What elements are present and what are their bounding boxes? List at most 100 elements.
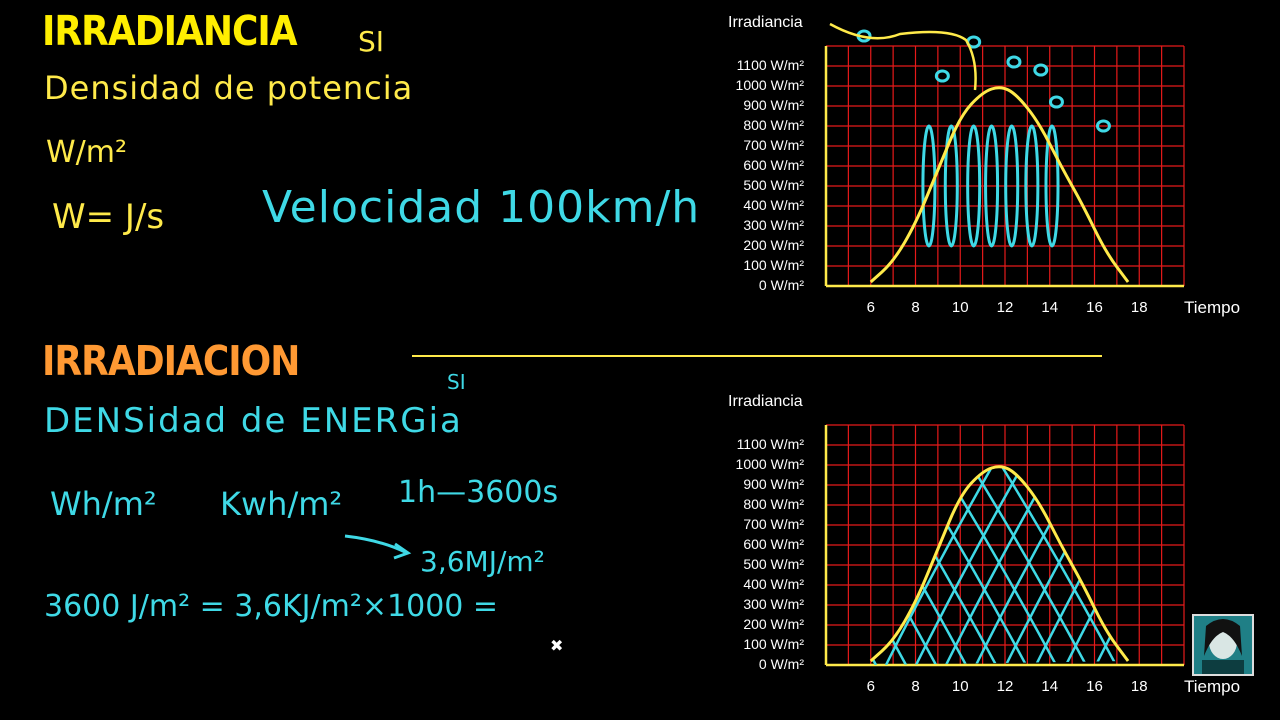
section-divider (412, 355, 1102, 357)
hatch-stroke (466, 425, 596, 665)
y-tick-label: 600 W/m² (743, 536, 804, 552)
chart1-ylabel: Irradiancia (728, 14, 803, 31)
x-tick-label: 14 (1041, 678, 1059, 695)
hatch-stroke (884, 466, 1028, 665)
hatch-stroke (406, 425, 536, 665)
hatch-stroke (556, 425, 696, 665)
y-tick-label: 1100 W/m² (736, 57, 804, 73)
irradiancia-heading: IRRADIANCIA (42, 8, 298, 56)
hatch-stroke (286, 425, 416, 665)
hatch-stroke (496, 425, 626, 665)
y-tick-label: 300 W/m² (743, 217, 804, 233)
hatch-stroke (914, 466, 1048, 665)
series-line (869, 465, 1130, 663)
hatch-stroke (914, 466, 1058, 665)
hatch-stroke (526, 425, 666, 665)
hatch-stroke (436, 425, 576, 665)
cursor-icon: ✖ (550, 636, 564, 655)
y-tick-label: 400 W/m² (743, 576, 804, 592)
hatch-stroke (870, 466, 938, 665)
si-note-top: SI (358, 25, 385, 58)
cyan-dot-stroke (1095, 119, 1111, 133)
x-tick-label: 16 (1086, 299, 1103, 316)
hatch-stroke (286, 425, 426, 665)
hatch-stroke (436, 425, 566, 665)
hatch-stroke (1276, 425, 1280, 665)
hatch-stroke (1276, 425, 1280, 665)
y-tick-label: 900 W/m² (743, 476, 804, 492)
cyan-loop-stroke (1044, 124, 1060, 248)
hatch-stroke (376, 425, 516, 665)
unit-wh-m2: Wh/m² (50, 485, 157, 523)
cyan-dot-stroke (1006, 55, 1022, 69)
cyan-dot-stroke (934, 69, 950, 83)
y-tick-label: 0 W/m² (758, 277, 804, 293)
x-tick-label: 14 (1041, 299, 1059, 316)
cyan-loop-stroke (943, 124, 959, 248)
hatch-stroke (466, 425, 606, 665)
cyan-loop-stroke (921, 124, 937, 248)
y-tick-label: 500 W/m² (743, 556, 804, 572)
x-tick-label: 12 (996, 299, 1014, 316)
x-tick-label: 10 (951, 299, 969, 316)
unit-kwh-m2: Kwh/m² (220, 485, 343, 523)
presenter-avatar (1192, 614, 1254, 676)
y-tick-label: 700 W/m² (743, 137, 804, 153)
x-tick-label: 6 (866, 678, 875, 695)
x-tick-label: 6 (866, 299, 875, 316)
hatch-stroke (526, 425, 656, 665)
si-note-bottom: SI (447, 370, 466, 394)
y-tick-label: 300 W/m² (743, 596, 804, 612)
hour-equivalence: 1h—3600s (398, 475, 559, 510)
x-tick-label: 18 (1130, 678, 1148, 695)
y-tick-label: 200 W/m² (743, 237, 804, 253)
hatch-stroke (346, 425, 486, 665)
y-tick-label: 700 W/m² (743, 516, 804, 532)
hatch-stroke (346, 425, 476, 665)
y-tick-label: 400 W/m² (743, 197, 804, 213)
joule-conversion: 3600 J/m² = 3,6KJ/m²×1000 = (44, 589, 499, 624)
chart2-xlabel: Tiempo (1184, 677, 1241, 696)
x-tick-label: 8 (911, 299, 920, 316)
y-tick-label: 600 W/m² (743, 157, 804, 173)
velocity-note: Velocidad 100km/h (262, 182, 701, 233)
irradiancia-definition: Densidad de potencia (44, 69, 414, 107)
label-scribble (829, 22, 977, 91)
y-tick-label: 1100 W/m² (736, 436, 804, 452)
irradiacion-definition: DENSidad de ENERGia (44, 401, 463, 441)
hatch-stroke (496, 425, 636, 665)
y-tick-label: 1000 W/m² (735, 77, 804, 93)
hatch-stroke (316, 425, 456, 665)
irradiacion-heading: IRRADIACION (42, 338, 300, 386)
hatch-stroke (316, 425, 446, 665)
cyan-loop-stroke (1024, 124, 1040, 248)
arrow-result: 3,6MJ/m² (420, 545, 545, 578)
x-tick-label: 18 (1130, 299, 1148, 316)
cyan-dot-stroke (1048, 95, 1064, 109)
hatch-stroke (974, 466, 1108, 665)
x-tick-label: 16 (1086, 678, 1103, 695)
y-tick-label: 800 W/m² (743, 496, 804, 512)
x-tick-label: 10 (951, 678, 969, 695)
hatch-stroke (586, 425, 716, 665)
hatch-stroke (1064, 466, 1129, 665)
y-tick-label: 0 W/m² (758, 656, 804, 672)
y-tick-label: 1000 W/m² (735, 456, 804, 472)
y-tick-label: 900 W/m² (743, 97, 804, 113)
cyan-loop-stroke (1004, 124, 1020, 248)
hatch-stroke (256, 425, 386, 665)
y-tick-label: 100 W/m² (743, 636, 804, 652)
hatch-stroke (406, 425, 546, 665)
x-tick-label: 8 (911, 678, 920, 695)
watt-definition: W= J/s (52, 197, 165, 237)
cyan-loop-stroke (966, 124, 982, 248)
hatch-stroke (256, 425, 396, 665)
irradiancia-unit: W/m² (46, 135, 128, 170)
x-tick-label: 12 (996, 678, 1014, 695)
hatch-stroke (226, 425, 366, 665)
y-tick-label: 800 W/m² (743, 117, 804, 133)
chart1-xlabel: Tiempo (1184, 298, 1241, 317)
cyan-dot-stroke (1033, 63, 1049, 77)
